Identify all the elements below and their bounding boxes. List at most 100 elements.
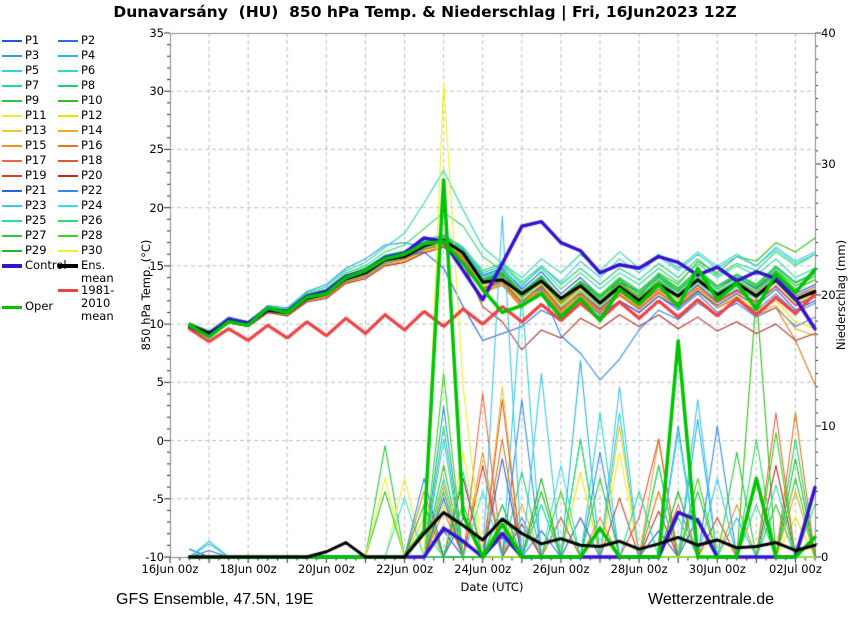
x-tick-label: 26Jun 00z (532, 562, 590, 576)
x-tick-label: 02Jul 00z (769, 562, 822, 576)
legend-label: P4 (81, 48, 96, 62)
x-tick-label: 30Jun 00z (688, 562, 746, 576)
legend-swatch-p20 (58, 175, 78, 177)
y-left-tick-label: 10 (149, 317, 164, 332)
y-left-tick-label: -10 (145, 550, 164, 564)
legend-label: P15 (25, 138, 47, 152)
x-tick-label: 18Jun 00z (219, 562, 277, 576)
legend-label: P3 (25, 48, 40, 62)
legend-swatch-p1 (2, 40, 22, 42)
legend-label: 1981-2010 mean (81, 282, 115, 323)
y-axis-right-title: Niederschlag (mm) (834, 239, 848, 351)
legend-swatch-p12 (58, 115, 78, 117)
x-tick-label: 16Jun 00z (141, 562, 199, 576)
legend-swatch-p7 (2, 85, 22, 87)
y-right-tick-label: 20 (821, 288, 836, 302)
legend-swatch-p2 (58, 40, 78, 42)
legend-swatch-control (2, 264, 22, 268)
legend-swatch-p19 (2, 175, 22, 177)
legend-swatch-p26 (58, 220, 78, 222)
y-left-tick-label: -5 (152, 491, 164, 506)
model-info-text: GFS Ensemble, 47.5N, 19E (116, 591, 314, 608)
legend-label: P25 (25, 213, 47, 227)
y-right-tick-label: 10 (821, 419, 836, 433)
y-axis-left-title: 850 hPa Temp. (°C) (139, 239, 153, 351)
legend-swatch-p30 (58, 250, 78, 252)
legend-label: P9 (25, 93, 40, 107)
legend-label: P27 (25, 228, 47, 242)
legend-swatch-p4 (58, 55, 78, 57)
y-left-tick-label: 5 (156, 375, 164, 390)
legend-label: P12 (81, 108, 103, 122)
legend-swatch-p18 (58, 160, 78, 162)
legend-label: Control (25, 258, 67, 272)
legend-label: Oper (25, 299, 54, 314)
legend-label: P6 (81, 63, 96, 77)
x-tick-label: 20Jun 00z (297, 562, 355, 576)
legend-swatch-p16 (58, 145, 78, 147)
legend-swatch-p5 (2, 70, 22, 72)
legend-swatch-p22 (58, 190, 78, 192)
legend-label: P21 (25, 183, 47, 197)
legend-swatch-p6 (58, 70, 78, 72)
legend-label: P2 (81, 33, 96, 47)
legend-swatch-oper (2, 305, 22, 309)
chart-title: Dunavarsány (HU) 850 hPa Temp. & Nieders… (113, 3, 737, 21)
legend-label: P17 (25, 153, 47, 167)
y-left-tick-label: 20 (149, 200, 164, 215)
legend-swatch-p15 (2, 145, 22, 147)
legend-label: P30 (81, 243, 103, 257)
y-left-tick-label: 0 (156, 433, 164, 448)
legend-label: P14 (81, 123, 103, 137)
y-right-tick-label: 0 (821, 550, 829, 564)
legend-label: P1 (25, 33, 40, 47)
legend-swatch-p24 (58, 205, 78, 207)
legend-swatch-p27 (2, 235, 22, 237)
y-left-tick-label: 35 (149, 26, 164, 40)
legend-swatch-p28 (58, 235, 78, 237)
legend-label: P7 (25, 78, 40, 92)
legend-label: P8 (81, 78, 96, 92)
legend-label: P26 (81, 213, 103, 227)
legend-swatch-p10 (58, 100, 78, 102)
legend-swatch-p9 (2, 100, 22, 102)
legend-label: P24 (81, 198, 103, 212)
legend-label: P13 (25, 123, 47, 137)
x-axis-title: Date (UTC) (460, 580, 524, 594)
x-tick-label: 22Jun 00z (376, 562, 433, 576)
legend-swatch-p3 (2, 55, 22, 57)
legend-swatch-p13 (2, 130, 22, 132)
legend-label: P29 (25, 243, 47, 257)
legend-swatch-p14 (58, 130, 78, 132)
legend-label: P22 (81, 183, 103, 197)
y-left-tick-label: 15 (149, 258, 164, 273)
legend-swatch-p29 (2, 250, 22, 252)
legend-swatch-p25 (2, 220, 22, 222)
legend-label: P11 (25, 108, 47, 122)
y-left-tick-label: 25 (149, 142, 164, 157)
legend-swatch-p23 (2, 205, 22, 207)
site-credit-text: Wetterzentrale.de (648, 591, 774, 608)
legend-label: P16 (81, 138, 103, 152)
legend-swatch-ens-mean (58, 264, 78, 268)
legend-swatch-p11 (2, 115, 22, 117)
x-tick-label: 24Jun 00z (454, 562, 512, 576)
legend-label: P19 (25, 168, 47, 182)
legend-label: P23 (25, 198, 47, 212)
y-left-tick-label: 30 (149, 84, 164, 99)
legend-label: Ens. mean (81, 258, 114, 285)
x-tick-label: 28Jun 00z (610, 562, 668, 576)
legend-swatch-p8 (58, 85, 78, 87)
y-right-tick-label: 30 (821, 157, 836, 171)
legend-label: P5 (25, 63, 40, 77)
legend-label: P20 (81, 168, 103, 182)
legend-label: P18 (81, 153, 103, 167)
legend-swatch-p17 (2, 160, 22, 162)
legend-label: P28 (81, 228, 103, 242)
y-right-tick-label: 40 (821, 26, 836, 40)
legend-swatch-1981-2010-mean (58, 289, 78, 293)
legend-label: P10 (81, 93, 103, 107)
legend-swatch-p21 (2, 190, 22, 192)
